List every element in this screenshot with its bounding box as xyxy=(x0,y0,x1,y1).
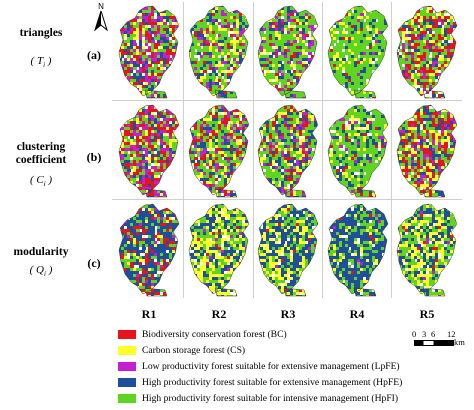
scale-bar: 0 3 6 12 km xyxy=(412,329,465,350)
scale-tick: 6 xyxy=(431,329,436,339)
legend-item-hpfe: High productivity forest suitable for ex… xyxy=(118,376,402,388)
legend-label: Carbon storage forest (CS) xyxy=(142,344,246,356)
map-panel-r5-row3 xyxy=(396,203,458,297)
grid-line xyxy=(183,2,184,298)
column-label-r2: R2 xyxy=(211,307,227,321)
scale-tick: 0 xyxy=(412,329,417,339)
column-label-r5: R5 xyxy=(419,307,435,321)
map-panel-r3-row2 xyxy=(257,104,319,198)
legend-swatch xyxy=(118,361,136,371)
grid-line xyxy=(112,199,462,200)
legend-label: High productivity forest suitable for in… xyxy=(142,392,399,404)
row-title: triangles xyxy=(19,27,63,39)
column-label-r4: R4 xyxy=(349,307,365,321)
legend-item-hpfi: High productivity forest suitable for in… xyxy=(118,392,398,404)
scale-tick: 3 xyxy=(422,329,427,339)
map-panel-r1-row1 xyxy=(118,5,180,99)
scale-tick: 12 xyxy=(447,329,456,339)
grid-line xyxy=(322,2,323,298)
legend-swatch xyxy=(118,345,136,355)
grid-line xyxy=(112,100,462,101)
map-panel-r3-row3 xyxy=(257,203,319,297)
row-symbol: ( Qi ) xyxy=(29,264,53,279)
map-panel-r4-row3 xyxy=(327,203,389,297)
map-panel-r5-row1 xyxy=(396,5,458,99)
grid-line xyxy=(253,2,254,298)
row-symbol: ( Ci ) xyxy=(29,174,53,189)
map-panel-r1-row3 xyxy=(118,203,180,297)
column-label-r3: R3 xyxy=(280,307,296,321)
map-panel-r3-row1 xyxy=(257,5,319,99)
map-panel-r4-row1 xyxy=(327,5,389,99)
legend-swatch xyxy=(118,329,136,339)
map-panel-r4-row2 xyxy=(327,104,389,198)
row-symbol: ( Ti ) xyxy=(30,55,52,70)
legend-swatch xyxy=(118,393,136,403)
north-label: N xyxy=(98,2,104,11)
row-letter: (b) xyxy=(86,150,102,164)
north-arrow: N xyxy=(93,2,109,32)
map-panel-r1-row2 xyxy=(118,104,180,198)
legend-item-lpfe: Low productivity forest suitable for ext… xyxy=(118,360,400,372)
map-panel-r5-row2 xyxy=(396,104,458,198)
row-title: modularity xyxy=(13,246,69,258)
legend-label: High productivity forest suitable for ex… xyxy=(142,376,403,388)
row-title-line2: coefficient xyxy=(15,154,67,166)
map-panel-r2-row1 xyxy=(188,5,250,99)
grid-line xyxy=(391,2,392,298)
legend-item-cs: Carbon storage forest (CS) xyxy=(118,344,245,356)
row-letter: (c) xyxy=(87,256,101,270)
row-title: clustering xyxy=(16,141,66,153)
legend-label: Low productivity forest suitable for ext… xyxy=(142,360,400,372)
column-label-r1: R1 xyxy=(141,307,157,321)
scale-unit: km xyxy=(454,337,465,347)
map-panel-r2-row2 xyxy=(188,104,250,198)
north-arrow-icon xyxy=(94,11,108,31)
legend-item-bc: Biodiversity conservation forest (BC) xyxy=(118,328,287,340)
scale-bar-graphic xyxy=(414,340,454,346)
legend-label: Biodiversity conservation forest (BC) xyxy=(142,328,287,340)
map-panel-r2-row3 xyxy=(188,203,250,297)
row-letter: (a) xyxy=(87,48,101,62)
legend-swatch xyxy=(118,377,136,387)
